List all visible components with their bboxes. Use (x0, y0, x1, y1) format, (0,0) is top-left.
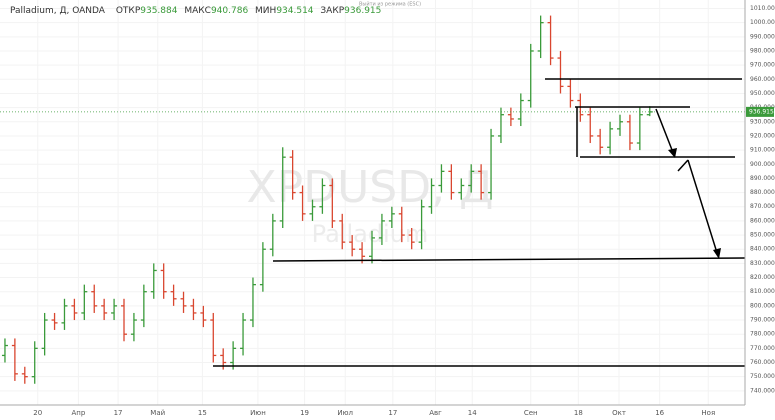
x-tick-label: Окт (612, 409, 626, 417)
arrow (677, 159, 689, 172)
x-tick-label: 15 (198, 409, 207, 417)
arrow-head (668, 148, 677, 158)
x-tick-label: 16 (655, 409, 664, 417)
x-tick-label: Ноя (701, 409, 715, 417)
axes: 740.000 750.000 760.000 770.000 780.000 790.0… (33, 5, 775, 417)
y-tick-label: 910.000 (750, 147, 775, 154)
y-tick-label: 870.000 (750, 203, 775, 210)
y-tick-label: 800.000 (750, 302, 775, 309)
y-tick-label: 980.000 (750, 47, 775, 54)
arrow-head (713, 248, 721, 259)
y-tick-label: 930.000 (750, 118, 775, 125)
arrow (655, 108, 675, 156)
y-tick-label: 900.000 (750, 161, 775, 168)
y-tick-label: 840.000 (750, 246, 775, 253)
y-tick-label: 950.000 (750, 90, 775, 97)
open-value: 935.884 (140, 6, 177, 16)
y-tick-label: 770.000 (750, 345, 775, 352)
y-tick-label: 780.000 (750, 331, 775, 338)
x-tick-label: Май (150, 409, 165, 417)
y-tick-label: 850.000 (750, 232, 775, 239)
y-tick-label: 740.000 (750, 387, 775, 394)
y-tick-label: 920.000 (750, 132, 775, 139)
x-tick-label: 17 (114, 409, 123, 417)
y-tick-label: 970.000 (750, 62, 775, 69)
x-tick-label: Сен (524, 409, 538, 417)
x-tick-label: Авг (429, 409, 442, 417)
y-tick-label: 810.000 (750, 288, 775, 295)
y-tick-label: 860.000 (750, 217, 775, 224)
y-tick-label: 890.000 (750, 175, 775, 182)
y-tick-label: 760.000 (750, 359, 775, 366)
drawn-line (272, 257, 746, 262)
y-tick-label: 880.000 (750, 189, 775, 196)
x-tick-label: Апр (71, 409, 85, 417)
bars (0, 15, 745, 384)
low-label: МИН (255, 6, 276, 16)
watermark-name: Palladium (312, 220, 429, 248)
y-tick-label: 990.000 (750, 33, 775, 40)
last-price-tag (746, 106, 774, 117)
y-tick-label: 790.000 (750, 317, 775, 324)
fullscreen-hint[interactable]: Выйти из режима (ESC) (359, 1, 421, 8)
high-label: МАКС (184, 6, 211, 16)
open-label: ОТКР (116, 6, 141, 16)
x-tick-label: Июл (337, 409, 353, 417)
x-tick-label: Июн (250, 409, 266, 417)
x-tick-label: 17 (388, 409, 397, 417)
y-tick-label: 1010.000 (750, 5, 775, 12)
last-price-label: 936.915 (749, 108, 774, 115)
symbol-title: Palladium, Д, OANDA (10, 6, 106, 16)
x-tick-label: 14 (468, 409, 477, 417)
y-tick-label: 750.000 (750, 373, 775, 380)
watermark: XPDUSD, Д (247, 162, 494, 213)
close-value: 936.915 (344, 6, 381, 16)
x-tick-label: 19 (300, 409, 309, 417)
y-tick-label: 820.000 (750, 274, 775, 281)
x-tick-label: 20 (33, 409, 42, 417)
low-value: 934.514 (276, 6, 313, 16)
x-tick-label: 18 (574, 409, 583, 417)
header: Palladium, Д, OANDA ОТКР935.884 МАКС940.… (10, 6, 381, 16)
y-tick-label: 1000.000 (750, 19, 775, 26)
close-label: ЗАКР (320, 6, 344, 16)
arrow (687, 159, 719, 257)
high-value: 940.786 (211, 6, 248, 16)
y-tick-label: 830.000 (750, 260, 775, 267)
drawings (213, 78, 746, 367)
y-tick-label: 960.000 (750, 76, 775, 83)
